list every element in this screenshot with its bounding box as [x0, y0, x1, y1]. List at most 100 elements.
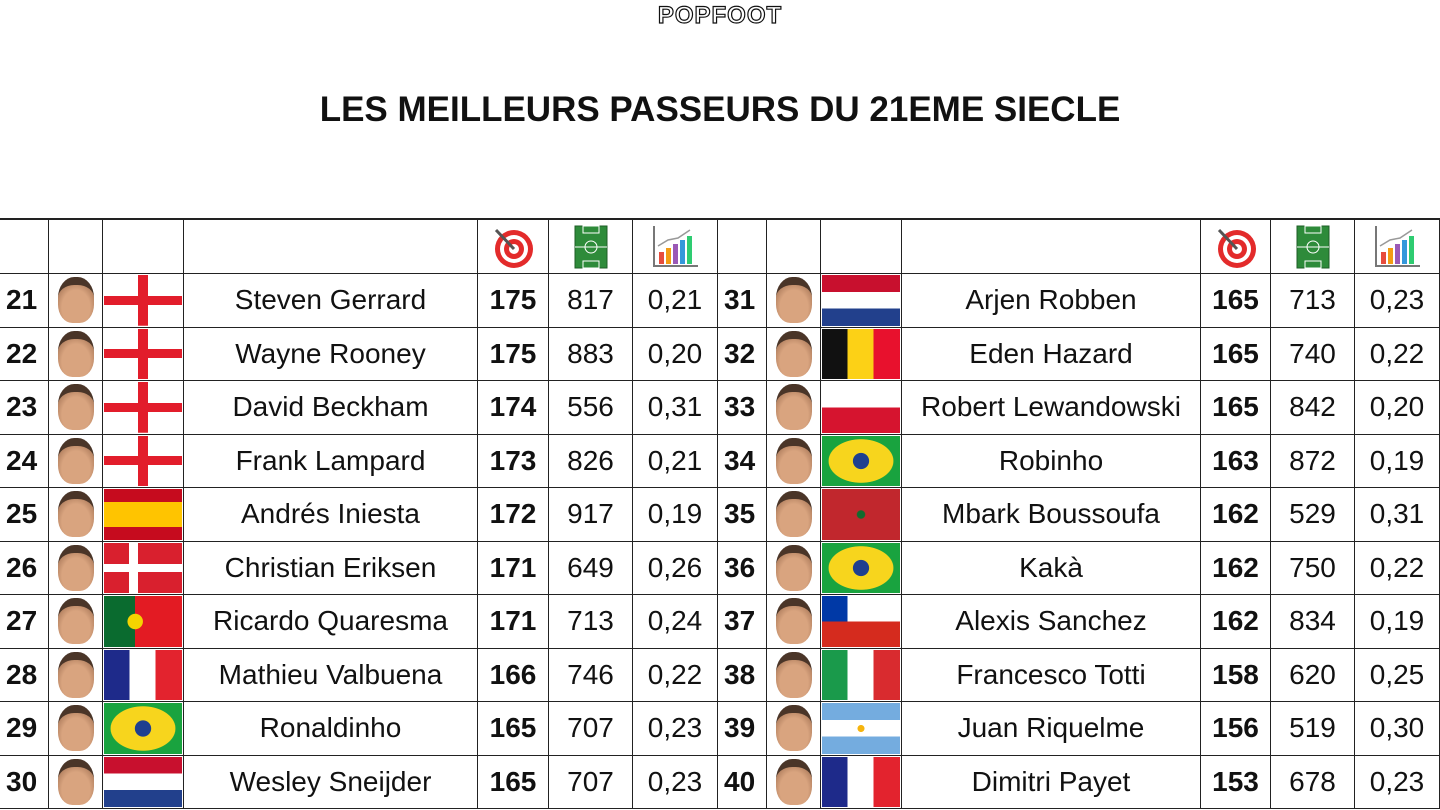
- flag: [104, 328, 182, 379]
- assists: 166: [478, 648, 549, 702]
- player-photo: [775, 598, 812, 645]
- header-cell: [1201, 220, 1271, 274]
- name: Wayne Rooney: [184, 327, 478, 381]
- rank: 35: [718, 488, 767, 542]
- matches: 834: [1271, 595, 1355, 649]
- assists: 165: [1201, 274, 1271, 328]
- flag: [104, 275, 182, 326]
- name: Juan Riquelme: [902, 702, 1201, 756]
- ratio: 0,24: [633, 595, 718, 649]
- matches: 750: [1271, 541, 1355, 595]
- flag-cell: [103, 381, 184, 435]
- flag: [104, 756, 182, 807]
- photo: [49, 648, 103, 702]
- matches: 678: [1271, 755, 1355, 809]
- photo: [49, 488, 103, 542]
- name: Arjen Robben: [902, 274, 1201, 328]
- ratio: 0,22: [1355, 327, 1440, 381]
- player-photo: [57, 330, 94, 377]
- flag-cell: [821, 274, 902, 328]
- name: Dimitri Payet: [902, 755, 1201, 809]
- photo: [49, 381, 103, 435]
- rank: 36: [718, 541, 767, 595]
- flag-cell: [103, 488, 184, 542]
- header-cell: [184, 220, 478, 274]
- matches: 842: [1271, 381, 1355, 435]
- player-photo: [775, 758, 812, 805]
- rank: 27: [0, 595, 49, 649]
- assists: 162: [1201, 488, 1271, 542]
- name: Mbark Boussoufa: [902, 488, 1201, 542]
- assists: 175: [478, 327, 549, 381]
- photo: [49, 755, 103, 809]
- rank: 37: [718, 595, 767, 649]
- rank: 21: [0, 274, 49, 328]
- matches: 713: [549, 595, 633, 649]
- ratio: 0,23: [1355, 274, 1440, 328]
- flag: [104, 489, 182, 540]
- matches: 746: [549, 648, 633, 702]
- photo: [767, 434, 821, 488]
- photo: [767, 381, 821, 435]
- header-cell: [478, 220, 549, 274]
- player-photo: [57, 758, 94, 805]
- flag: [822, 703, 900, 754]
- name: Kakà: [902, 541, 1201, 595]
- rank: 33: [718, 381, 767, 435]
- ratio: 0,31: [633, 381, 718, 435]
- matches: 883: [549, 327, 633, 381]
- player-photo: [57, 705, 94, 752]
- matches: 519: [1271, 702, 1355, 756]
- flag: [822, 435, 900, 486]
- flag: [104, 703, 182, 754]
- rank: 30: [0, 755, 49, 809]
- player-photo: [775, 544, 812, 591]
- assists: 173: [478, 434, 549, 488]
- ratio: 0,21: [633, 434, 718, 488]
- flag: [822, 489, 900, 540]
- header-cell: [1271, 220, 1355, 274]
- flag: [104, 435, 182, 486]
- flag-cell: [103, 327, 184, 381]
- assists: 165: [1201, 327, 1271, 381]
- flag: [822, 382, 900, 433]
- photo: [49, 595, 103, 649]
- photo: [767, 755, 821, 809]
- player-photo: [775, 437, 812, 484]
- ratio: 0,25: [1355, 648, 1440, 702]
- flag-cell: [821, 755, 902, 809]
- header-cell: [49, 220, 103, 274]
- flag-cell: [821, 595, 902, 649]
- player-photo: [775, 491, 812, 538]
- matches: 917: [549, 488, 633, 542]
- brand: POPFOOT: [657, 1, 783, 29]
- assists: 163: [1201, 434, 1271, 488]
- flag-cell: [821, 702, 902, 756]
- photo: [767, 702, 821, 756]
- player-photo: [775, 330, 812, 377]
- assists: 165: [478, 702, 549, 756]
- photo: [49, 274, 103, 328]
- title: LES MEILLEURS PASSEURS DU 21EME SIECLE: [319, 90, 1121, 129]
- player-photo: [57, 437, 94, 484]
- ratio: 0,21: [633, 274, 718, 328]
- matches: 707: [549, 702, 633, 756]
- name: Eden Hazard: [902, 327, 1201, 381]
- ratio: 0,22: [633, 648, 718, 702]
- flag: [104, 649, 182, 700]
- name: Wesley Sneijder: [184, 755, 478, 809]
- assists: 171: [478, 541, 549, 595]
- player-photo: [57, 598, 94, 645]
- player-photo: [57, 651, 94, 698]
- flag: [822, 542, 900, 593]
- table: 21 Steven Gerrard 175 817 0,21 22 Wayne Rooney…: [0, 218, 1440, 810]
- name: Ricardo Quaresma: [184, 595, 478, 649]
- player-photo: [57, 544, 94, 591]
- rank: 31: [718, 274, 767, 328]
- photo: [767, 327, 821, 381]
- header-cell: [902, 220, 1201, 274]
- ratio: 0,19: [1355, 434, 1440, 488]
- assists: 172: [478, 488, 549, 542]
- assists: 174: [478, 381, 549, 435]
- name: David Beckham: [184, 381, 478, 435]
